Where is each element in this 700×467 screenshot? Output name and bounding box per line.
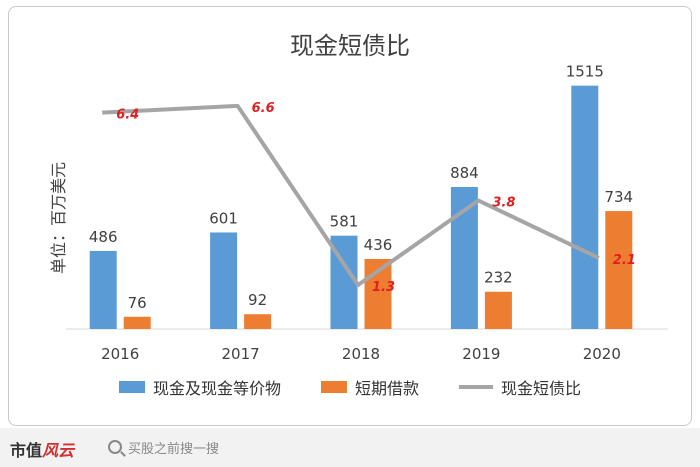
x-tick-label-2019: 2019	[462, 345, 500, 363]
data-label-ratio-2019: 3.8	[492, 196, 515, 211]
legend-item-short-borrowing: 短期借款	[320, 375, 419, 399]
data-label-cash-2019: 884	[450, 164, 479, 182]
x-tick-label-2020: 2020	[583, 345, 621, 363]
data-label-cash-2020: 1515	[566, 63, 604, 81]
line-ratio	[102, 103, 600, 288]
bar-cash-2017	[210, 232, 238, 329]
legend-item-cash: 现金及现金等价物	[118, 375, 281, 399]
data-label-short-borrowing-2016: 76	[128, 294, 147, 312]
x-tick-label-2018: 2018	[342, 345, 380, 363]
brand-logo: 市值风云	[10, 437, 74, 461]
legend-swatch-ratio	[459, 385, 493, 389]
legend-swatch-cash	[118, 381, 145, 393]
footer-bar: 市值风云 买股之前搜一搜	[0, 428, 700, 467]
search-text: 买股之前搜一搜	[128, 441, 220, 457]
data-label-short-borrowing-2018: 436	[364, 236, 393, 254]
legend-swatch-short-borrowing	[320, 381, 347, 393]
data-label-cash-2016: 486	[89, 228, 118, 246]
x-tick-label-2016: 2016	[101, 345, 139, 363]
data-label-ratio-2017: 6.6	[252, 101, 275, 116]
bar-short-borrowing-2017	[244, 314, 272, 329]
data-label-ratio-2018: 1.3	[372, 280, 395, 295]
data-label-short-borrowing-2019: 232	[484, 269, 513, 287]
search-box[interactable]: 买股之前搜一搜	[108, 436, 258, 458]
bar-short-borrowing-2016	[123, 316, 151, 329]
legend-label-cash: 现金及现金等价物	[152, 379, 281, 398]
data-label-ratio-2016: 6.4	[116, 108, 139, 123]
data-label-short-borrowing-2020: 734	[604, 188, 633, 206]
bar-cash-2016	[89, 250, 117, 329]
legend: 现金及现金等价物 短期借款 现金短债比	[0, 375, 700, 399]
bar-short-borrowing-2020	[605, 211, 633, 329]
data-label-cash-2017: 601	[209, 209, 238, 227]
data-label-cash-2018: 581	[330, 213, 359, 231]
x-tick-label-2017: 2017	[222, 345, 260, 363]
brand-accent: 风云	[42, 441, 75, 460]
legend-item-ratio: 现金短债比	[459, 375, 581, 399]
brand-main: 市值	[10, 441, 43, 460]
legend-label-ratio: 现金短债比	[501, 379, 582, 398]
bar-short-borrowing-2019	[484, 291, 512, 329]
search-icon	[108, 440, 122, 454]
legend-label-short-borrowing: 短期借款	[354, 379, 419, 398]
data-label-short-borrowing-2017: 92	[248, 291, 267, 309]
chart-title: 现金短债比	[290, 32, 410, 60]
data-label-ratio-2020: 2.1	[613, 253, 636, 268]
bar-cash-2020	[571, 85, 599, 329]
